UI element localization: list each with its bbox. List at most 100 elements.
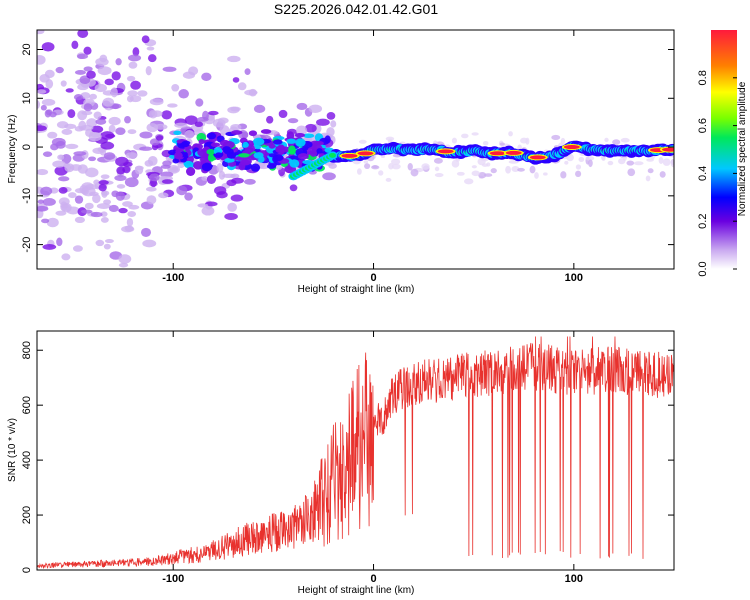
colorbar-tick-label: 0.6 <box>697 118 709 133</box>
colorbar: 0.0 0.2 0.4 0.6 0.8 Normalized spectral ampl… <box>697 30 748 277</box>
spectrogram-cell <box>607 160 614 166</box>
spectrogram-cell <box>96 203 111 209</box>
spectrogram-cell <box>490 168 497 174</box>
spectrogram-cell <box>127 54 142 62</box>
spectrogram-cell <box>463 178 474 185</box>
spectrogram-cell <box>194 121 204 128</box>
spectrogram-ytick-label: 10 <box>21 92 33 104</box>
spectrogram-cell <box>294 132 306 138</box>
spectrogram-cell <box>40 186 53 196</box>
snr-ytick-label: 0 <box>21 567 33 573</box>
spectrogram-cell <box>560 137 566 145</box>
snr-ylabel: SNR (10 * v/v) <box>7 418 18 482</box>
spectrogram-cell <box>328 152 336 158</box>
spectrogram-cell <box>74 216 86 223</box>
spectrogram-cell <box>100 174 110 180</box>
spectrogram-cell <box>91 125 104 133</box>
spectrogram-cell <box>197 203 209 208</box>
spectrogram-cell <box>118 207 128 214</box>
spectrogram-cell <box>37 125 47 132</box>
colorbar-tick-label: 0.2 <box>697 214 709 229</box>
spectrogram-cell <box>407 163 413 171</box>
spectrogram-cell <box>364 163 371 170</box>
spectrogram-cell <box>37 199 45 204</box>
spectrogram-cell <box>218 170 226 180</box>
spectrogram-cell <box>100 131 115 140</box>
spectrogram-cell <box>77 30 89 38</box>
spectrogram-cell <box>155 135 164 141</box>
spectrogram-cell <box>137 90 148 97</box>
spectrogram-cell <box>534 172 539 179</box>
spectrogram-cell <box>232 77 240 83</box>
spectrogram-cell <box>222 173 236 179</box>
spectrogram-cell <box>173 130 182 136</box>
spectrogram-ylabel: Frequency (Hz) <box>7 115 18 184</box>
spectrogram-cell <box>451 159 460 168</box>
spectrogram-cell <box>172 158 180 164</box>
spectrogram-cell <box>139 146 153 151</box>
spectrogram-cell <box>108 116 121 126</box>
spectrogram-cell <box>104 239 114 244</box>
spectrogram-cell <box>145 186 157 192</box>
spectrogram-cell <box>65 88 74 93</box>
spectrogram-cell <box>324 135 331 144</box>
spectrogram-cell <box>207 110 219 116</box>
spectrogram-cell <box>93 111 102 120</box>
spectrogram-cell <box>244 68 251 76</box>
spectrogram-cell <box>68 192 77 199</box>
spectrogram-cell <box>115 191 125 201</box>
spectrogram-cell <box>73 151 87 156</box>
spectrogram-cell <box>98 180 109 185</box>
spectrogram-cell <box>61 128 73 135</box>
spectrogram-cell <box>111 71 121 81</box>
spectrogram-cell <box>508 160 519 164</box>
spectrogram-cell <box>295 138 306 147</box>
spectrogram-cell <box>244 89 258 96</box>
spectrogram-cell <box>184 115 198 125</box>
spectrogram-cell <box>302 133 315 138</box>
spectrogram-cell <box>358 139 367 144</box>
spectrogram-cell <box>80 209 93 214</box>
spectrogram-cell <box>222 146 231 154</box>
spectrogram-cell <box>207 153 215 162</box>
spectrogram-cell <box>55 140 66 149</box>
spectrogram-cell <box>161 179 174 184</box>
spectrogram-cell <box>210 142 221 148</box>
spectrogram-cell <box>92 193 101 204</box>
spectrogram-cell <box>83 103 93 112</box>
spectrogram-cell <box>146 195 157 205</box>
spectrogram-cell <box>237 82 247 91</box>
spectrogram-cell <box>578 156 585 163</box>
spectrogram-cell <box>125 152 138 159</box>
snr-xtick-label: 100 <box>565 573 583 585</box>
spectrogram-cell <box>276 144 286 153</box>
spectrogram-cell <box>73 94 83 101</box>
spectrogram-cell <box>84 202 94 210</box>
spectrogram-cell <box>83 66 93 72</box>
spectrogram-cell <box>456 171 465 176</box>
spectrogram-cell <box>116 184 126 189</box>
spectrogram-cell <box>316 118 330 126</box>
spectrogram-cell <box>230 130 243 135</box>
spectrogram-cell <box>144 160 154 167</box>
spectrogram-cell <box>193 161 204 170</box>
spectrogram-cell <box>162 160 172 167</box>
spectrogram-cell <box>308 104 323 113</box>
spectrogram-cell <box>286 138 296 144</box>
spectrogram-cell <box>101 190 108 198</box>
spectrogram-cell <box>139 131 153 139</box>
spectrogram-cell <box>81 186 96 197</box>
spectrogram-cell <box>216 162 224 173</box>
spectrogram-cell <box>551 134 561 141</box>
spectrogram-cell <box>37 54 46 65</box>
spectrogram-cell <box>108 204 119 212</box>
spectrogram-cell <box>433 157 443 164</box>
spectrogram-cell <box>357 151 374 156</box>
colorbar-tick-label: 0.8 <box>697 70 709 85</box>
spectrogram-cell <box>471 170 480 177</box>
spectrogram-cell <box>37 30 45 35</box>
spectrogram-cell <box>227 202 238 212</box>
spectrogram-cell <box>471 165 477 169</box>
spectrogram-cell <box>612 139 621 145</box>
spectrogram-cell <box>46 217 59 228</box>
